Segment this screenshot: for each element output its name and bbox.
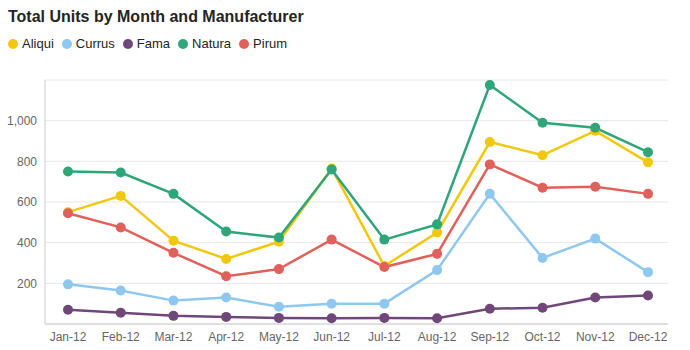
- html-text:Aliqui: Aliqui: [22, 36, 54, 51]
- html-text:Pirum: Pirum: [253, 36, 287, 51]
- svg-text:400: 400: [17, 236, 37, 250]
- svg-text:Mar-12: Mar-12: [154, 330, 192, 344]
- svg-text:Dec-12: Dec-12: [629, 330, 668, 344]
- html-text:Natura: Natura: [192, 36, 232, 51]
- svg-text:Apr-12: Apr-12: [208, 330, 244, 344]
- svg-text:Jun-12: Jun-12: [313, 330, 350, 344]
- svg-text:Sep-12: Sep-12: [470, 330, 509, 344]
- svg-text:200: 200: [17, 277, 37, 291]
- svg-text:800: 800: [17, 155, 37, 169]
- svg-text:Aug-12: Aug-12: [418, 330, 457, 344]
- html-text:Fama: Fama: [136, 36, 170, 51]
- svg-text:600: 600: [17, 195, 37, 209]
- svg-text:Jan-12: Jan-12: [50, 330, 87, 344]
- svg-text:Jul-12: Jul-12: [368, 330, 401, 344]
- svg-text:May-12: May-12: [259, 330, 299, 344]
- html-text:Total Units by Month and Manuf: Total Units by Month and Manufacturer: [8, 8, 304, 25]
- svg-text:Oct-12: Oct-12: [525, 330, 561, 344]
- svg-text:1,000: 1,000: [8, 114, 37, 128]
- html-text:Currus: Currus: [75, 36, 115, 51]
- svg-text:Nov-12: Nov-12: [576, 330, 615, 344]
- svg-text:Feb-12: Feb-12: [102, 330, 140, 344]
